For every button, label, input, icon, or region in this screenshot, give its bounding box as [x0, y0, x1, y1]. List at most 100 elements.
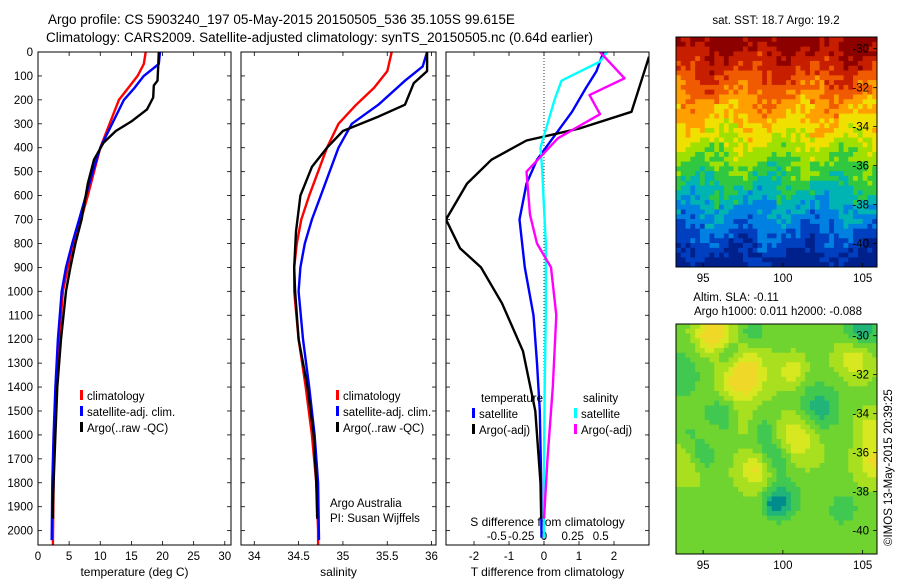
heatmap-cell — [747, 462, 754, 469]
heatmap-cell — [699, 415, 706, 421]
heatmap-cell — [805, 343, 811, 349]
heatmap-cell — [757, 496, 763, 502]
heatmap-cell — [786, 357, 792, 363]
heatmap-cell — [867, 333, 873, 339]
heatmap-cell — [695, 352, 701, 359]
heatmap-cell — [747, 209, 754, 215]
heatmap-cell — [829, 429, 835, 435]
heatmap-cell — [781, 37, 787, 43]
heatmap-cell — [752, 419, 758, 426]
heatmap-cell — [766, 228, 773, 235]
heatmap-cell — [857, 171, 864, 177]
heatmap-cell — [771, 352, 778, 359]
heatmap-cell — [781, 132, 787, 139]
heatmap-cell — [819, 104, 825, 110]
heatmap-cell — [728, 185, 735, 191]
heatmap-cell — [800, 530, 806, 536]
heatmap-cell — [781, 60, 787, 67]
heatmap-cell — [690, 520, 696, 526]
heatmap-cell — [714, 104, 720, 110]
heatmap-cell — [685, 84, 691, 91]
heatmap-cell — [695, 343, 701, 349]
x-tick-label: 35.5 — [376, 551, 398, 563]
heatmap-cell — [709, 65, 715, 72]
legend-swatch — [574, 424, 577, 434]
heatmap-cell — [795, 328, 802, 335]
heatmap-cell — [819, 94, 825, 100]
heatmap-cell — [757, 152, 763, 158]
heatmap-cell — [781, 429, 787, 435]
heatmap-cell — [776, 99, 782, 105]
heatmap-cell — [790, 171, 797, 177]
heatmap-cell — [695, 243, 701, 249]
heatmap-cell — [795, 37, 802, 43]
heatmap-cell — [719, 477, 725, 483]
heatmap-cell — [857, 467, 864, 474]
heatmap-cell — [857, 510, 864, 517]
heatmap-cell — [872, 195, 877, 201]
heatmap-cell — [680, 458, 687, 464]
heatmap-cell — [805, 113, 811, 120]
heatmap-cell — [838, 180, 845, 187]
heatmap-cell — [810, 434, 816, 440]
heatmap-cell — [747, 156, 754, 163]
header-line-1: Argo profile: CS 5903240_197 05-May-2015… — [48, 12, 515, 27]
heatmap-cell — [766, 410, 773, 416]
heatmap-cell — [676, 204, 682, 211]
heatmap-cell — [685, 195, 691, 201]
heatmap-cell — [857, 180, 864, 187]
heatmap-cell — [743, 324, 749, 330]
heatmap-cell — [795, 462, 802, 469]
heatmap-cell — [719, 156, 725, 163]
heatmap-cell — [771, 443, 778, 450]
heatmap-cell — [685, 419, 691, 426]
heatmap-cell — [685, 520, 691, 526]
heatmap-cell — [833, 458, 840, 464]
heatmap-cell — [771, 75, 778, 81]
heatmap-cell — [867, 419, 873, 426]
heatmap-cell — [843, 506, 849, 512]
heatmap-cell — [819, 46, 825, 52]
heatmap-cell — [752, 247, 758, 254]
heatmap-cell — [704, 51, 711, 57]
heatmap-cell — [695, 371, 701, 378]
heatmap-cell — [795, 214, 802, 220]
heatmap-cell — [824, 324, 830, 330]
heatmap-cell — [738, 65, 744, 72]
heatmap-cell — [690, 180, 696, 187]
heatmap-cell — [676, 357, 682, 363]
heatmap-cell — [733, 118, 739, 124]
heatmap-cell — [857, 439, 864, 445]
heatmap-cell — [714, 228, 720, 235]
heatmap-cell — [743, 434, 749, 440]
heatmap-cell — [819, 477, 825, 483]
heatmap-cell — [838, 204, 845, 211]
heatmap-cell — [867, 137, 873, 144]
heatmap-cell — [728, 443, 735, 450]
heatmap-cell — [699, 113, 706, 120]
x-tick-label: 25 — [187, 551, 200, 563]
heatmap-cell — [766, 180, 773, 187]
heatmap-cell — [829, 424, 835, 431]
heatmap-cell — [829, 195, 835, 201]
heatmap-cell — [862, 530, 869, 536]
heatmap-cell — [805, 204, 811, 211]
heatmap-cell — [838, 41, 845, 48]
heatmap-cell — [752, 525, 758, 531]
heatmap-cell — [824, 51, 830, 57]
heatmap-cell — [680, 515, 687, 522]
heatmap-cell — [819, 65, 825, 72]
heatmap-cell — [771, 128, 778, 134]
heatmap-cell — [776, 199, 782, 206]
heatmap-cell — [738, 89, 744, 96]
heatmap-cell — [699, 223, 706, 230]
map-frame — [675, 36, 878, 268]
heatmap-cell — [704, 405, 711, 411]
heatmap-cell — [728, 515, 735, 522]
heatmap-cell — [752, 199, 758, 206]
heatmap-cell — [853, 544, 859, 550]
heatmap-cell — [733, 462, 739, 469]
heatmap-cell — [695, 190, 701, 196]
heatmap-cell — [762, 219, 768, 225]
heatmap-cell — [786, 137, 792, 144]
